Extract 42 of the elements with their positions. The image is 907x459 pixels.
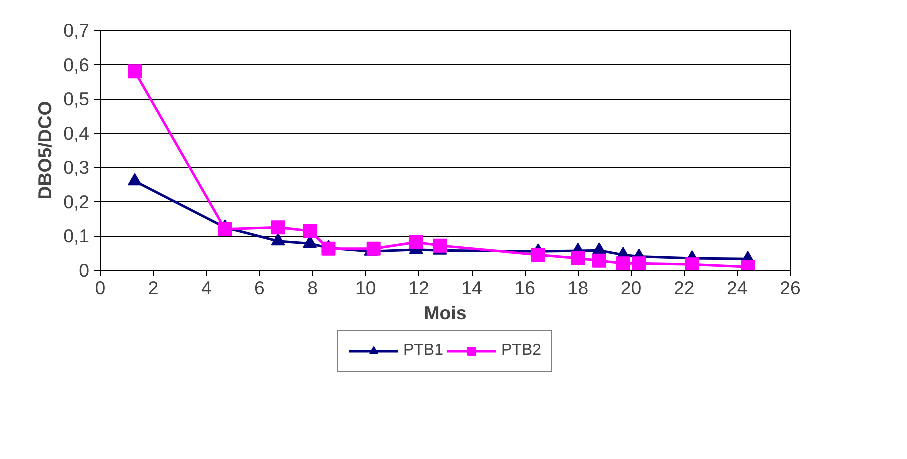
point: [322, 242, 336, 256]
point: [128, 64, 142, 79]
x-tick-label: 2: [148, 278, 159, 298]
x-tick-label: 16: [514, 278, 536, 298]
y-tick-label: 0,3: [64, 157, 90, 178]
x-tick-label: 14: [462, 278, 482, 298]
x-tick-label: 12: [408, 278, 430, 298]
x-tick-label: 8: [308, 278, 318, 298]
x-tick-label: 22: [674, 278, 695, 298]
point: [271, 220, 286, 235]
point: [303, 224, 318, 238]
y-tick-label: 0,5: [64, 88, 90, 110]
point: [592, 254, 606, 268]
x-tick-label: 4: [201, 278, 212, 298]
y-tick-label: 0: [79, 260, 90, 281]
legend-label: PTB2: [502, 342, 542, 360]
y-tick-label: 0,6: [64, 54, 90, 76]
y-tick-label: 0,7: [64, 20, 90, 41]
point: [685, 258, 700, 270]
point: [271, 233, 286, 246]
point: [571, 252, 586, 266]
point: [218, 222, 232, 236]
x-tick-label: 0: [95, 278, 106, 298]
point: [409, 235, 424, 250]
y-tick-label: 0,1: [64, 226, 90, 247]
y-axis-title: DBO5/DCO: [34, 101, 56, 200]
x-tick-label: 24: [727, 278, 748, 298]
y-tick-label: 0,4: [64, 122, 90, 144]
x-axis-title: Mois: [424, 302, 467, 324]
point: [433, 238, 448, 253]
x-tick-label: 10: [356, 278, 376, 298]
x-tick-label: 20: [620, 278, 642, 298]
x-tick-label: 18: [568, 278, 589, 298]
point: [531, 248, 546, 262]
point: [616, 256, 630, 270]
point: [128, 173, 142, 186]
x-tick-label: 26: [780, 278, 801, 298]
point: [632, 256, 646, 270]
point: [366, 242, 381, 256]
legend-label: PTB1: [403, 342, 444, 360]
y-tick-label: 0,2: [64, 191, 90, 212]
x-tick-label: 6: [254, 278, 265, 298]
